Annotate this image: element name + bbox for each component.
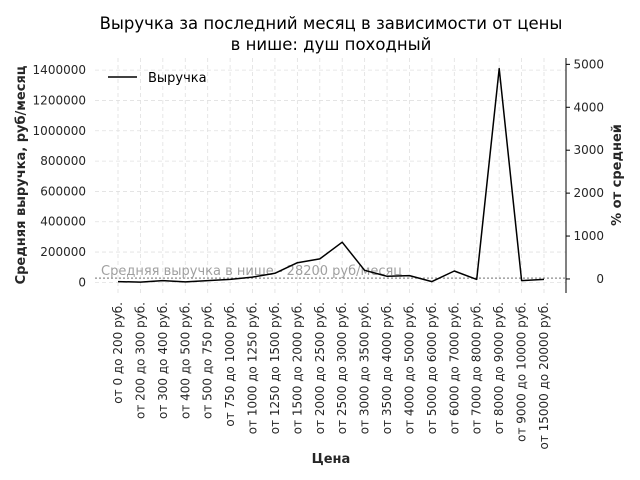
x-tick-label: от 2500 до 3000 руб. [335, 302, 349, 434]
chart-title: Выручка за последний месяц в зависимости… [100, 14, 563, 54]
y2-tick-label: 2000 [573, 186, 604, 200]
x-tick-label: от 2000 до 2500 руб. [313, 302, 327, 434]
reference-line-label: Средняя выручка в нише - 28200 руб/месяц [101, 264, 402, 279]
x-tick-label: от 750 до 1000 руб. [223, 302, 237, 427]
x-tick-label: от 15000 до 20000 руб. [537, 302, 551, 450]
x-tick-label: от 1250 до 1500 руб. [268, 302, 282, 434]
y2-tick-label: 1000 [573, 229, 604, 243]
series [117, 67, 545, 283]
y-tick-label: 400000 [40, 215, 86, 229]
x-tick-label: от 6000 до 7000 руб. [447, 302, 461, 434]
y2-tick-label: 0 [596, 272, 604, 286]
chart-title-line: Выручка за последний месяц в зависимости… [100, 14, 563, 33]
y-tick-label: 1200000 [33, 93, 86, 107]
x-axis-label: Цена [312, 452, 351, 467]
y2-axis-label: % от средней [610, 124, 625, 226]
x-tick-label: от 3500 до 4000 руб. [380, 302, 394, 434]
x-tick-label: от 500 до 750 руб. [201, 302, 215, 419]
x-tick-label: от 0 до 200 руб. [111, 302, 125, 404]
grid [95, 58, 566, 293]
y2-tick-label: 5000 [573, 57, 604, 71]
y-tick-label: 800000 [40, 154, 86, 168]
x-tick-label: от 3000 до 3500 руб. [358, 302, 372, 434]
axis-labels: Цена Средняя выручка, руб/месяц % от средн… [14, 65, 625, 467]
x-tick-label: от 200 до 300 руб. [133, 302, 147, 419]
y-tick-label: 1400000 [33, 63, 86, 77]
x-tick-label: от 400 до 500 руб. [178, 302, 192, 419]
legend-label: Выручка [148, 71, 207, 86]
reference-line: Средняя выручка в нише - 28200 руб/месяц [95, 264, 566, 279]
ticks: 0 200000 400000 600000 800000 1000000 1200000 1… [33, 57, 604, 449]
chart-title-line: в нише: душ походный [231, 35, 432, 54]
x-tick-label: от 300 до 400 руб. [156, 302, 170, 419]
legend: Выручка [108, 71, 207, 86]
x-tick-label: от 1000 до 1250 руб. [246, 302, 260, 434]
series-line [117, 67, 545, 283]
x-tick-label: от 8000 до 9000 руб. [492, 302, 506, 434]
y-tick-label: 1000000 [33, 124, 86, 138]
y-tick-label: 600000 [40, 184, 86, 198]
x-tick-label: от 7000 до 8000 руб. [470, 302, 484, 434]
y-tick-label: 200000 [40, 245, 86, 259]
x-tick-label: от 1500 до 2000 руб. [290, 302, 304, 434]
y-tick-label: 0 [78, 275, 86, 289]
y2-tick-label: 3000 [573, 143, 604, 157]
x-tick-label: от 4000 до 5000 руб. [402, 302, 416, 434]
x-tick-label: от 5000 до 6000 руб. [425, 302, 439, 434]
y-axis-label: Средняя выручка, руб/месяц [14, 65, 29, 284]
x-tick-label: от 9000 до 10000 руб. [515, 302, 529, 442]
y2-tick-label: 4000 [573, 100, 604, 114]
